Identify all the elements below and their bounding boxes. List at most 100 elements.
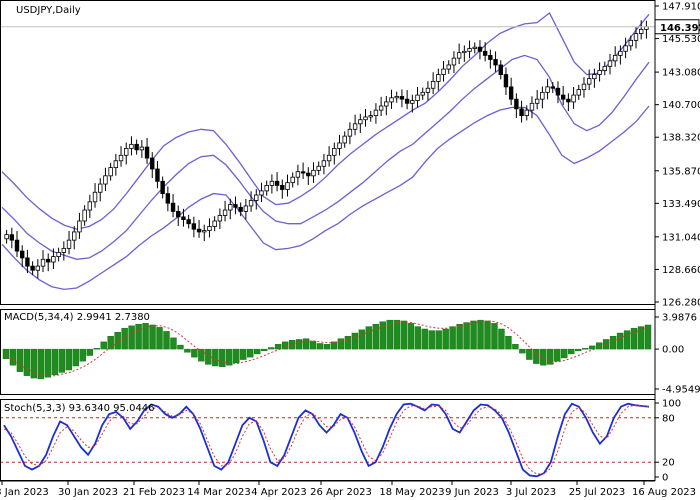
macd-histogram-bar [365,326,373,350]
macd-y-tick-label: 3.9876 [662,313,697,324]
candle-body [560,94,566,100]
candle-body [571,94,576,103]
macd-histogram-bar [233,348,240,363]
candle-body [508,86,514,100]
price-y-tick-label: 131.040 [662,232,700,243]
macd-histogram-bar [191,348,198,358]
macd-histogram-bar [588,345,596,350]
macd-histogram-bar [23,348,31,376]
macd-histogram-bar [400,320,407,350]
macd-histogram-bar [414,326,421,350]
macd-histogram-bar [135,323,142,350]
candle-body [98,183,103,193]
macd-signal-line [6,320,649,377]
candle-body [82,209,87,222]
macd-histogram-bar [582,348,589,350]
candle-body [20,250,25,259]
macd-histogram-bar [254,348,261,355]
x-tick-label: 16 Aug 2023 [632,487,696,498]
candle-body [389,97,394,103]
candle-body [436,74,441,82]
stoch-y-tick-label: 20 [662,458,675,469]
candle-body [217,215,223,222]
candle-body [425,87,431,93]
candle-body [399,96,405,100]
candle-body [61,247,67,253]
candle-body [368,115,373,118]
stoch-label: Stoch(5,3,3) 93.6340 95.0446 [4,403,155,414]
candle-body [607,60,613,67]
candle-body [311,169,316,177]
candle-body [326,154,332,162]
candle-body [40,258,46,267]
candle-body [358,119,363,125]
stoch-main-line [3,402,650,478]
x-tick-label: 3 Jul 2023 [506,487,556,498]
candle-body [233,204,238,208]
macd-histogram-bar [533,348,540,364]
macd-histogram-bar [44,348,52,378]
candle-body [638,29,644,34]
candle-body [202,230,207,233]
candle-body [103,175,108,185]
price-y-tick-label: 145.530 [662,34,700,45]
price-panel-frame [0,0,656,305]
candle-body [342,135,347,144]
macd-histogram-bar [428,330,435,350]
macd-histogram-bar [281,341,289,350]
macd-histogram-bar [519,348,526,354]
candle-body [9,234,15,241]
macd-histogram-bar [435,330,442,350]
candle-body [373,109,379,117]
candle-body [77,220,82,233]
candle-body [488,55,493,60]
candle-body [144,146,150,159]
x-tick-label: 30 Jan 2023 [58,487,118,498]
candle-body [524,109,529,117]
candle-body [243,205,249,212]
macd-histogram-bar [547,348,554,365]
candle-body [602,65,607,71]
macd-histogram-bar [421,328,428,350]
candle-body [176,211,181,218]
macd-histogram-bar [107,336,114,350]
macd-histogram-bar [184,348,191,353]
stoch-y-tick-label: 80 [662,413,675,424]
candle-body [592,74,597,80]
macd-histogram-bar [456,323,463,350]
macd-histogram-bar [198,348,205,362]
macd-histogram-bar [407,323,414,350]
candle-body [332,148,337,156]
stoch-y-tick-label: 100 [662,399,681,410]
candle-body [493,59,498,66]
candle-body [269,180,275,186]
candle-body [212,220,217,227]
macd-histogram-bar [337,338,345,350]
candle-body [191,223,197,230]
candle-body [597,70,602,75]
macd-histogram-bar [609,336,617,350]
candle-body [306,172,311,177]
macd-histogram-bar [65,348,72,371]
price-y-tick-label: 143.080 [662,68,700,79]
macd-histogram-bar [442,328,449,350]
macd-histogram-bar [449,326,456,350]
macd-histogram-bar [470,320,477,350]
macd-histogram-bar [302,338,310,350]
candle-body [295,171,301,178]
macd-histogram-bar [323,344,331,350]
macd-histogram-bar [2,348,10,359]
price-y-tick-label: 147.910 [662,2,700,13]
candle-body [352,123,358,130]
macd-histogram-bar [358,329,366,350]
candle-body [514,98,519,110]
macd-histogram-bar [177,344,184,350]
bollinger-line-upper [1,12,650,230]
macd-histogram-bar [267,347,275,350]
candle-body [30,265,35,271]
candle-body [280,185,285,190]
candle-body [545,86,550,93]
candle-body [196,228,202,233]
candle-body [87,201,93,211]
